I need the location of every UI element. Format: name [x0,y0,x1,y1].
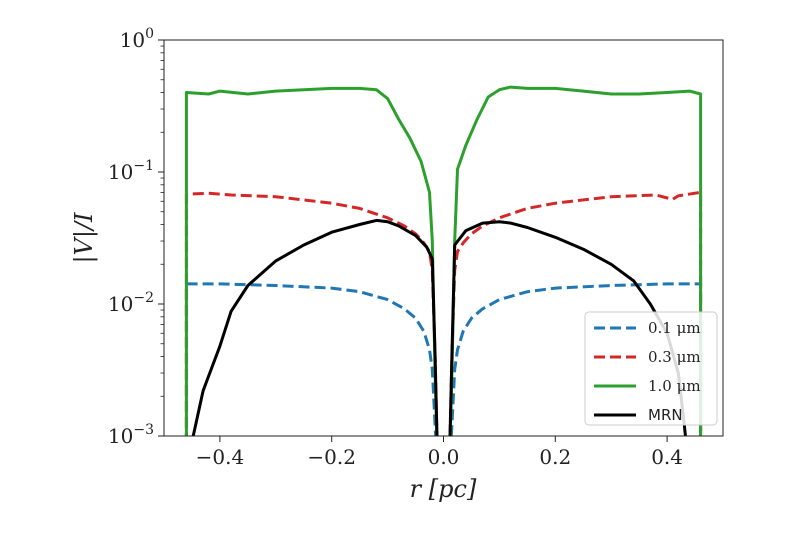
series-line-3 [191,218,687,436]
legend: 0.1 μm 0.3 μm 1.0 μm MRN [584,311,718,426]
y-axis: 10−3 10−2 10−1 100 [108,26,164,448]
series-line-0 [184,282,703,436]
legend-box [584,311,718,426]
legend-label: 1.0 μm [648,377,701,395]
y-tick-label: 10−3 [108,422,154,448]
y-tick-label: 10−1 [108,158,154,184]
legend-label: MRN [648,406,683,424]
y-tick-label: 100 [120,26,154,52]
y-tick-label: 10−2 [108,290,154,316]
x-tick-label: −0.4 [196,445,245,469]
series-line-1 [184,190,703,436]
x-tick-label: −0.2 [307,445,356,469]
series-line-2 [184,85,703,436]
x-tick-label: 0.0 [428,445,460,469]
x-axis: −0.4 −0.2 0.0 0.2 0.4 [196,436,683,469]
legend-label: 0.3 μm [648,348,701,366]
x-tick-label: 0.4 [651,445,683,469]
y-axis-label: |V|/I [70,212,99,264]
series-layer [184,85,703,436]
legend-label: 0.1 μm [648,319,701,337]
x-tick-label: 0.2 [539,445,571,469]
x-axis-label: r [pc] [410,475,477,503]
